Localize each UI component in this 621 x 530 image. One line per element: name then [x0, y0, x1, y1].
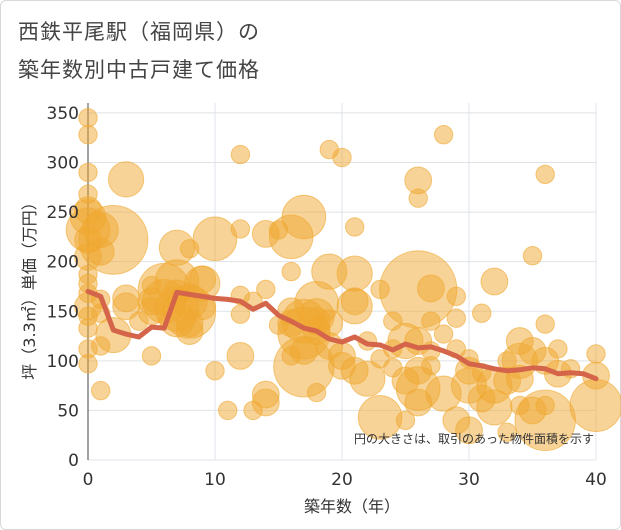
- bubble-point: [421, 311, 441, 331]
- bubble-point: [78, 204, 149, 275]
- bubble-point: [230, 144, 251, 165]
- trend-line: [85, 288, 599, 382]
- y-tick-label: 250: [47, 203, 79, 223]
- bubble-point: [256, 279, 276, 300]
- bubble-layer: [65, 108, 621, 452]
- bubble-point: [205, 361, 225, 381]
- bubble-point: [480, 267, 509, 296]
- bubble-point: [349, 360, 386, 397]
- size-annotation: 円の大きさは、取引のあった物件面積を示す: [354, 431, 594, 446]
- bubble-point: [78, 354, 98, 374]
- bubble-point: [281, 194, 327, 240]
- bubble-point: [476, 389, 513, 426]
- bubble-point: [91, 380, 111, 401]
- y-tick-label: 350: [47, 104, 79, 124]
- bubble-point: [497, 422, 517, 442]
- y-tick-label: 200: [47, 253, 79, 273]
- bubble-point: [433, 125, 454, 145]
- bubble-point: [78, 108, 98, 128]
- axis-ticks: 0 50 100 150 200 250 300 350 0 10 20 30 40: [47, 104, 607, 490]
- x-tick-label: 10: [204, 470, 226, 490]
- bubble-point: [421, 356, 441, 376]
- bubble-point: [408, 188, 428, 208]
- bubble-point: [78, 162, 98, 183]
- bubble-point: [332, 147, 352, 168]
- bubble-point: [336, 288, 373, 325]
- y-tick-label: 50: [57, 401, 79, 421]
- bubble-point: [548, 339, 568, 359]
- bubble-point: [569, 378, 621, 432]
- y-axis-label: 坪（3.3㎡）単価（万円）: [20, 194, 39, 379]
- bubble-point: [433, 324, 454, 344]
- bubble-point: [417, 274, 445, 303]
- y-tick-label: 150: [47, 302, 79, 322]
- bubble-point: [446, 286, 466, 307]
- bubble-point: [78, 318, 98, 338]
- bubble-point: [192, 216, 238, 262]
- chart-title-line1: 西鉄平尾駅（福岡県）の: [18, 20, 260, 44]
- bubble-point: [230, 219, 251, 239]
- bubble-point: [175, 317, 204, 345]
- bubble-point: [535, 314, 555, 334]
- chart-title-line2: 築年数別中古戸建て価格: [18, 58, 260, 82]
- bubble-point: [78, 125, 98, 145]
- x-tick-label: 0: [83, 470, 94, 490]
- bubble-point: [141, 346, 162, 366]
- bubble-point: [535, 395, 555, 416]
- bubble-point: [281, 261, 301, 282]
- y-tick-label: 300: [47, 154, 79, 174]
- bubble-point: [586, 344, 606, 364]
- bubble-point: [251, 388, 280, 417]
- x-tick-label: 30: [458, 470, 480, 490]
- y-tick-label: 0: [68, 451, 79, 471]
- y-tick-label: 100: [47, 352, 79, 372]
- bubble-point: [226, 341, 255, 370]
- bubble-point: [345, 217, 365, 237]
- bubble-point: [108, 161, 145, 198]
- x-tick-label: 20: [331, 470, 353, 490]
- bubble-point: [472, 303, 492, 323]
- bubble-point: [336, 255, 373, 292]
- bubble-point: [455, 416, 483, 445]
- bubble-point: [535, 164, 555, 185]
- bubble-point: [522, 246, 543, 266]
- bubble-point: [395, 410, 416, 431]
- bubble-point: [446, 308, 466, 328]
- x-axis-label: 築年数（年）: [304, 497, 400, 516]
- bubble-point: [218, 400, 238, 421]
- bubble-point: [230, 304, 251, 324]
- bubble-point: [306, 382, 327, 403]
- x-tick-label: 40: [585, 470, 607, 490]
